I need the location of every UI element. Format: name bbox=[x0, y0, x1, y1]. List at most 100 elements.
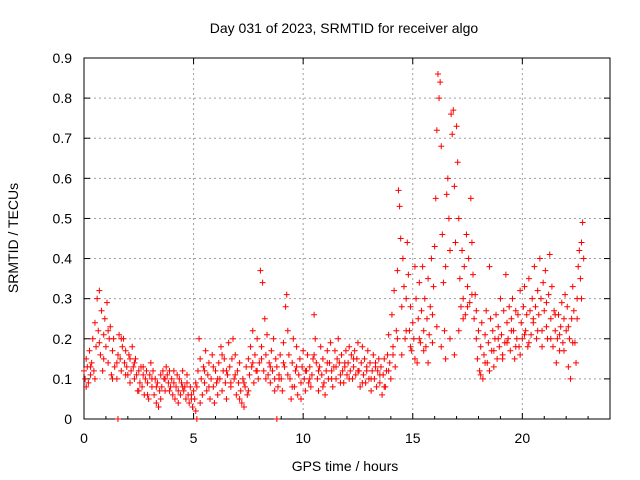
data-point bbox=[211, 399, 218, 406]
data-point bbox=[473, 335, 480, 342]
data-point bbox=[350, 363, 357, 370]
data-point bbox=[234, 367, 241, 374]
data-point bbox=[551, 307, 558, 314]
data-point bbox=[352, 371, 359, 378]
data-point bbox=[136, 379, 143, 386]
data-point bbox=[323, 367, 330, 374]
data-point bbox=[301, 375, 308, 382]
data-point bbox=[487, 315, 494, 322]
data-point bbox=[396, 203, 403, 210]
data-point bbox=[427, 303, 434, 310]
data-point bbox=[197, 355, 204, 362]
x-tick-label: 20 bbox=[515, 430, 531, 446]
data-point bbox=[236, 359, 243, 366]
data-point bbox=[266, 359, 273, 366]
data-point bbox=[177, 391, 184, 398]
data-point bbox=[482, 359, 489, 366]
data-point bbox=[262, 375, 269, 382]
data-point bbox=[179, 383, 186, 390]
data-point bbox=[193, 416, 200, 422]
data-point bbox=[335, 335, 342, 342]
data-point bbox=[525, 275, 532, 282]
data-point bbox=[93, 343, 100, 350]
data-point bbox=[280, 359, 287, 366]
data-point bbox=[351, 347, 358, 354]
data-point bbox=[403, 295, 410, 302]
data-point bbox=[443, 191, 450, 198]
data-point bbox=[163, 363, 170, 370]
data-point bbox=[346, 343, 353, 350]
data-point bbox=[197, 399, 204, 406]
data-point bbox=[299, 363, 306, 370]
data-point bbox=[359, 343, 366, 350]
data-point bbox=[519, 335, 526, 342]
data-point bbox=[541, 307, 548, 314]
data-point bbox=[223, 395, 230, 402]
data-point bbox=[570, 307, 577, 314]
data-point bbox=[114, 351, 121, 358]
data-point bbox=[404, 239, 411, 246]
data-point bbox=[461, 263, 468, 270]
data-point bbox=[558, 299, 565, 306]
data-point bbox=[384, 351, 391, 358]
data-point bbox=[215, 359, 222, 366]
data-point bbox=[284, 371, 291, 378]
data-point bbox=[455, 215, 462, 222]
data-point bbox=[277, 351, 284, 358]
data-point bbox=[523, 311, 530, 318]
data-point bbox=[388, 311, 395, 318]
data-point bbox=[203, 387, 210, 394]
data-point bbox=[453, 123, 460, 130]
data-point bbox=[131, 375, 138, 382]
data-point bbox=[270, 335, 277, 342]
data-point bbox=[546, 251, 553, 258]
data-point bbox=[273, 363, 280, 370]
data-point bbox=[419, 263, 426, 270]
data-point bbox=[133, 371, 140, 378]
data-point bbox=[153, 383, 160, 390]
data-point bbox=[296, 355, 303, 362]
data-point bbox=[470, 271, 477, 278]
data-point bbox=[407, 343, 414, 350]
data-point bbox=[521, 283, 528, 290]
x-tick-label: 5 bbox=[190, 430, 198, 446]
data-point bbox=[308, 371, 315, 378]
data-point bbox=[192, 407, 199, 414]
data-point bbox=[410, 335, 417, 342]
data-point bbox=[539, 343, 546, 350]
data-point bbox=[449, 131, 456, 138]
data-point bbox=[408, 347, 415, 354]
data-point bbox=[319, 355, 326, 362]
data-point bbox=[386, 359, 393, 366]
data-point bbox=[496, 343, 503, 350]
data-point bbox=[254, 335, 261, 342]
data-point bbox=[442, 263, 449, 270]
data-point bbox=[560, 347, 567, 354]
data-point bbox=[109, 375, 116, 382]
data-point bbox=[430, 283, 437, 290]
data-point bbox=[240, 403, 247, 410]
data-point bbox=[129, 343, 136, 350]
data-point bbox=[439, 231, 446, 238]
data-point bbox=[164, 371, 171, 378]
x-tick-label: 10 bbox=[295, 430, 311, 446]
data-point bbox=[376, 371, 383, 378]
data-point bbox=[189, 403, 196, 410]
data-point bbox=[276, 375, 283, 382]
x-axis-title: GPS time / hours bbox=[292, 458, 399, 474]
data-point bbox=[86, 347, 93, 354]
data-point bbox=[403, 327, 410, 334]
data-markers bbox=[81, 71, 587, 422]
data-point bbox=[173, 383, 180, 390]
y-tick-label: 0 bbox=[64, 411, 72, 427]
data-point bbox=[324, 359, 331, 366]
data-point bbox=[254, 367, 261, 374]
data-point bbox=[180, 387, 187, 394]
y-tick-label: 0.9 bbox=[53, 50, 73, 66]
data-point bbox=[390, 343, 397, 350]
data-point bbox=[170, 367, 177, 374]
data-point bbox=[502, 271, 509, 278]
data-point bbox=[190, 387, 197, 394]
data-point bbox=[373, 383, 380, 390]
data-point bbox=[411, 263, 418, 270]
